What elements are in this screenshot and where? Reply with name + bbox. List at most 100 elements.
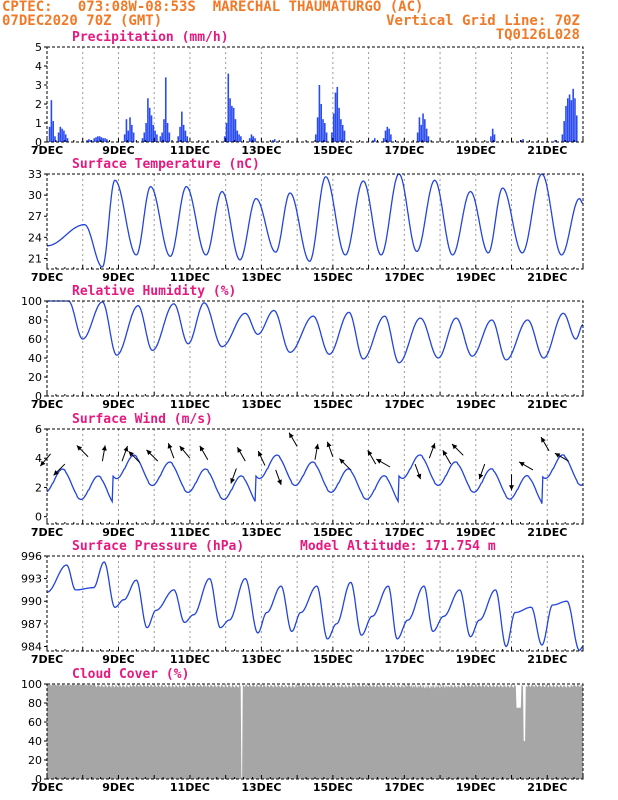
precip-bar xyxy=(420,124,423,142)
precip-bar xyxy=(493,134,496,142)
y-tick-label: 33 xyxy=(28,168,42,181)
precip-bar xyxy=(388,128,390,142)
precip-bar xyxy=(125,119,128,142)
cloud-cover-area xyxy=(47,684,583,779)
precip-bar xyxy=(272,140,274,142)
precip-bar xyxy=(565,105,567,142)
x-tick-label: 11DEC xyxy=(170,271,210,284)
x-tick-label: 13DEC xyxy=(241,653,281,666)
wind-arrow xyxy=(121,445,129,462)
wind-arrow xyxy=(509,474,514,491)
precip-bar xyxy=(161,132,163,142)
precip-bar xyxy=(250,134,253,142)
precip-bar xyxy=(341,124,344,142)
precip-bar xyxy=(152,124,155,142)
x-tick-label: 15DEC xyxy=(313,526,353,539)
wind-arrow xyxy=(275,469,282,486)
precip-bar xyxy=(48,126,51,142)
precip-bar xyxy=(93,138,96,142)
x-tick-label: 7DEC xyxy=(31,398,63,411)
panel-frame xyxy=(46,555,584,652)
x-tick-label: 11DEC xyxy=(170,781,210,794)
wind-arrow xyxy=(146,449,159,462)
precip-bar xyxy=(156,134,158,142)
precip-bar xyxy=(491,128,494,142)
precip-bar xyxy=(554,140,557,142)
precip-bar xyxy=(315,134,317,142)
wind-arrow xyxy=(339,458,352,471)
wind-arrow xyxy=(414,463,422,480)
x-tick-label: 21DEC xyxy=(527,271,567,284)
model-altitude-label: Model Altitude: 171.754 m xyxy=(300,539,496,554)
humidity-title: Relative Humidity (%) xyxy=(72,284,236,299)
x-tick-label: 11DEC xyxy=(170,653,210,666)
precip-bar xyxy=(181,111,183,142)
precip-bar xyxy=(61,128,63,142)
x-tick-label: 13DEC xyxy=(241,781,281,794)
wind-arrow xyxy=(39,453,51,467)
x-tick-label: 13DEC xyxy=(241,271,281,284)
x-tick-label: 17DEC xyxy=(384,271,424,284)
y-tick-label: 80 xyxy=(28,314,42,327)
precip-bar xyxy=(150,115,153,142)
precip-bar xyxy=(50,100,53,142)
x-tick-label: 21DEC xyxy=(527,526,567,539)
wind-arrow xyxy=(314,443,320,460)
precip-bar xyxy=(86,140,88,142)
precip-bar xyxy=(163,119,165,142)
y-tick-label: 80 xyxy=(28,697,42,710)
y-tick-label: 27 xyxy=(28,210,42,223)
panel-frame xyxy=(46,173,584,270)
y-tick-label: 60 xyxy=(28,716,42,729)
precip-bar xyxy=(59,126,62,142)
wind-arrow xyxy=(101,445,107,462)
precip-bar xyxy=(98,136,101,142)
precip-bar xyxy=(123,134,126,142)
vertical-grid-note: Vertical Grid Line: 70Z xyxy=(386,13,580,29)
station-header: CPTEC: 073:08W-08:53S MARECHAL THAUMATUR… xyxy=(2,0,424,15)
precip-bar xyxy=(166,123,169,142)
precip-bar xyxy=(343,130,346,142)
precip-bar xyxy=(522,139,524,142)
x-tick-label: 17DEC xyxy=(384,526,424,539)
precip-bar xyxy=(129,117,131,142)
temperature-title: Surface Temperature (nC) xyxy=(72,157,260,172)
wind-arrow xyxy=(128,450,141,463)
x-tick-label: 15DEC xyxy=(313,144,353,157)
precip-bar xyxy=(148,107,151,142)
x-tick-label: 19DEC xyxy=(456,653,496,666)
precip-bar xyxy=(575,115,578,142)
x-tick-label: 7DEC xyxy=(31,526,63,539)
precip-bar xyxy=(325,132,328,142)
precip-bar xyxy=(184,130,187,142)
precip-bar xyxy=(229,98,231,142)
wind-arrow xyxy=(199,445,209,460)
precipitation-panel: Precipitation (mm/h) 0 1 2 3 4 5 7DEC 9DEC 11DEC… xyxy=(31,30,584,157)
precip-bar xyxy=(490,136,492,142)
x-tick-label: 19DEC xyxy=(456,526,496,539)
x-tick-label: 19DEC xyxy=(456,781,496,794)
y-tick-label: 24 xyxy=(28,231,42,244)
precip-bar xyxy=(89,140,92,142)
precip-bar xyxy=(563,121,565,142)
precip-bar xyxy=(574,98,576,142)
x-tick-label: 15DEC xyxy=(313,781,353,794)
precip-bar xyxy=(227,73,230,142)
precip-bar xyxy=(177,136,180,142)
y-tick-label: 2 xyxy=(35,98,42,111)
panel-frame xyxy=(46,300,584,397)
x-tick-label: 9DEC xyxy=(102,653,134,666)
y-tick-label: 0 xyxy=(35,390,42,403)
wind-panel: Surface Wind (m/s) 0 2 4 6 7DEC 9DEC 11DEC 13DE… xyxy=(31,412,584,539)
wind-arrow xyxy=(179,445,191,459)
precip-bar xyxy=(234,119,237,142)
x-tick-label: 19DEC xyxy=(456,398,496,411)
y-tick-label: 6 xyxy=(35,423,42,436)
x-tick-label: 19DEC xyxy=(456,144,496,157)
precip-bar xyxy=(102,138,105,142)
precip-bar xyxy=(320,104,322,142)
precip-bar xyxy=(240,136,242,142)
precip-bar xyxy=(168,132,171,142)
y-tick-label: 4 xyxy=(35,60,42,73)
wind-arrow xyxy=(428,443,436,459)
